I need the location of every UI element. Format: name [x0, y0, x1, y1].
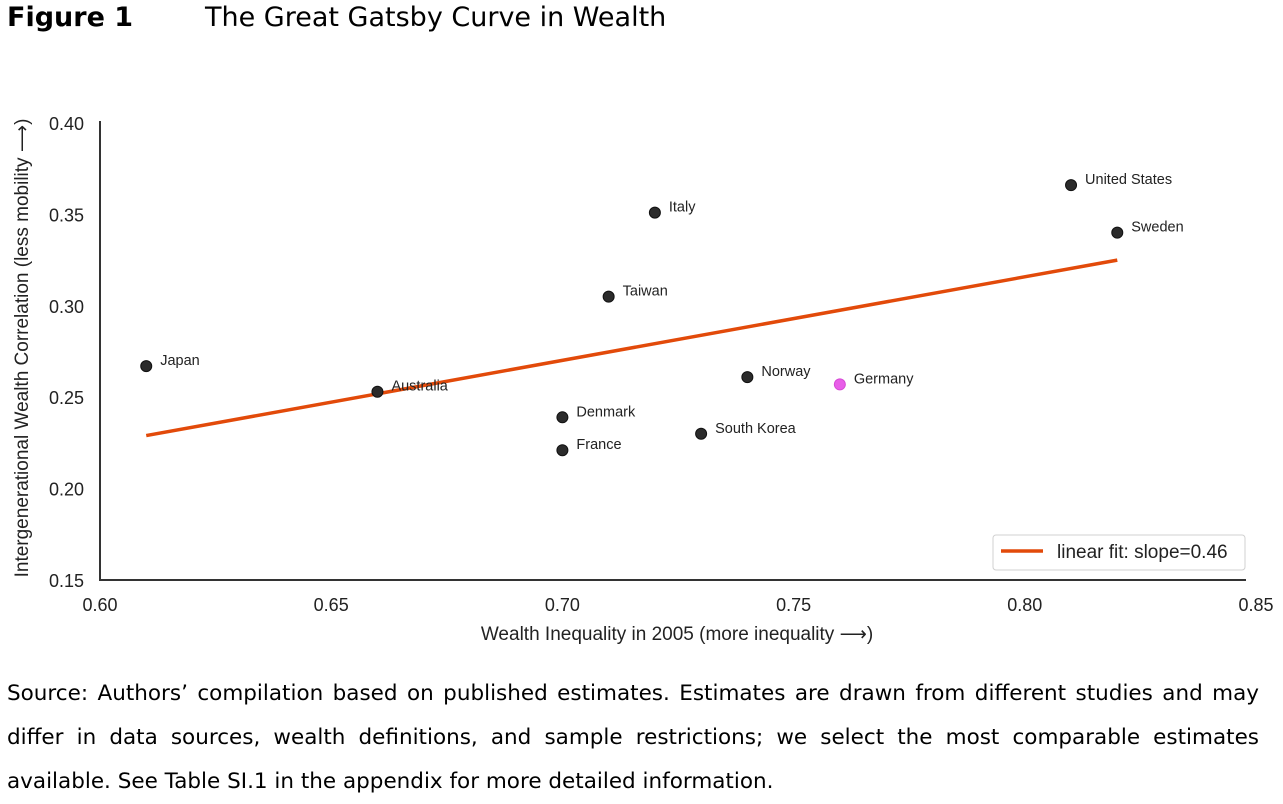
x-tick-label: 0.85 [1238, 595, 1273, 615]
legend-box [992, 534, 1246, 571]
point-norway [741, 371, 754, 384]
y-axis-label: Intergenerational Wealth Correlation (le… [12, 119, 33, 578]
point-australia [371, 385, 384, 398]
x-axis-label: Wealth Inequality in 2005 (more inequali… [481, 624, 873, 645]
y-tick-label: 0.20 [49, 480, 84, 500]
point-italy [648, 206, 661, 219]
figure-header: Figure 1 The Great Gatsby Curve in Wealth [7, 2, 666, 33]
point-taiwan [602, 290, 615, 303]
point-label-denmark: Denmark [576, 404, 636, 420]
y-tick-label: 0.30 [49, 297, 84, 317]
point-label-italy: Italy [669, 200, 696, 216]
figure-label: Figure 1 [7, 2, 134, 33]
point-germany [833, 378, 846, 391]
point-label-taiwan: Taiwan [623, 284, 668, 300]
point-label-france: France [576, 437, 621, 453]
figure-caption: Source: Authors’ compilation based on pu… [7, 681, 1259, 794]
x-tick-label: 0.75 [776, 595, 811, 615]
y-tick-label: 0.35 [49, 205, 84, 225]
y-tick-labels: 0.15 0.20 0.25 0.30 0.35 0.40 [49, 114, 84, 591]
point-united-states [1065, 179, 1078, 192]
point-japan [140, 360, 153, 373]
point-label-south-korea: South Korea [715, 421, 797, 437]
x-tick-label: 0.60 [82, 595, 117, 615]
y-tick-label: 0.40 [49, 114, 84, 134]
point-label-japan: Japan [160, 353, 200, 369]
data-points: Japan Australia Denmark France Taiwan Italy So… [140, 172, 1184, 457]
x-tick-label: 0.70 [545, 595, 580, 615]
x-tick-labels: 0.60 0.65 0.70 0.75 0.80 0.85 [82, 595, 1273, 615]
y-tick-label: 0.15 [49, 571, 84, 591]
point-label-norway: Norway [761, 364, 811, 380]
x-tick-label: 0.65 [314, 595, 349, 615]
point-south-korea [695, 427, 708, 440]
point-denmark [556, 411, 569, 424]
point-sweden [1111, 226, 1124, 239]
axes [99, 121, 1246, 581]
legend-label: linear fit: slope=0.46 [1057, 542, 1228, 563]
point-label-australia: Australia [391, 379, 448, 395]
point-france [556, 444, 569, 457]
point-label-germany: Germany [854, 371, 914, 387]
linear-fit-line [145, 258, 1118, 438]
point-label-united-states: United States [1085, 172, 1172, 188]
scatter-chart: 0.15 0.20 0.25 0.30 0.35 0.40 0.60 0.65 0.70 0.7… [12, 114, 1274, 645]
point-label-sweden: Sweden [1131, 220, 1183, 236]
y-tick-label: 0.25 [49, 388, 84, 408]
x-tick-label: 0.80 [1007, 595, 1042, 615]
figure-title: The Great Gatsby Curve in Wealth [205, 2, 667, 33]
legend: linear fit: slope=0.46 [992, 534, 1246, 571]
